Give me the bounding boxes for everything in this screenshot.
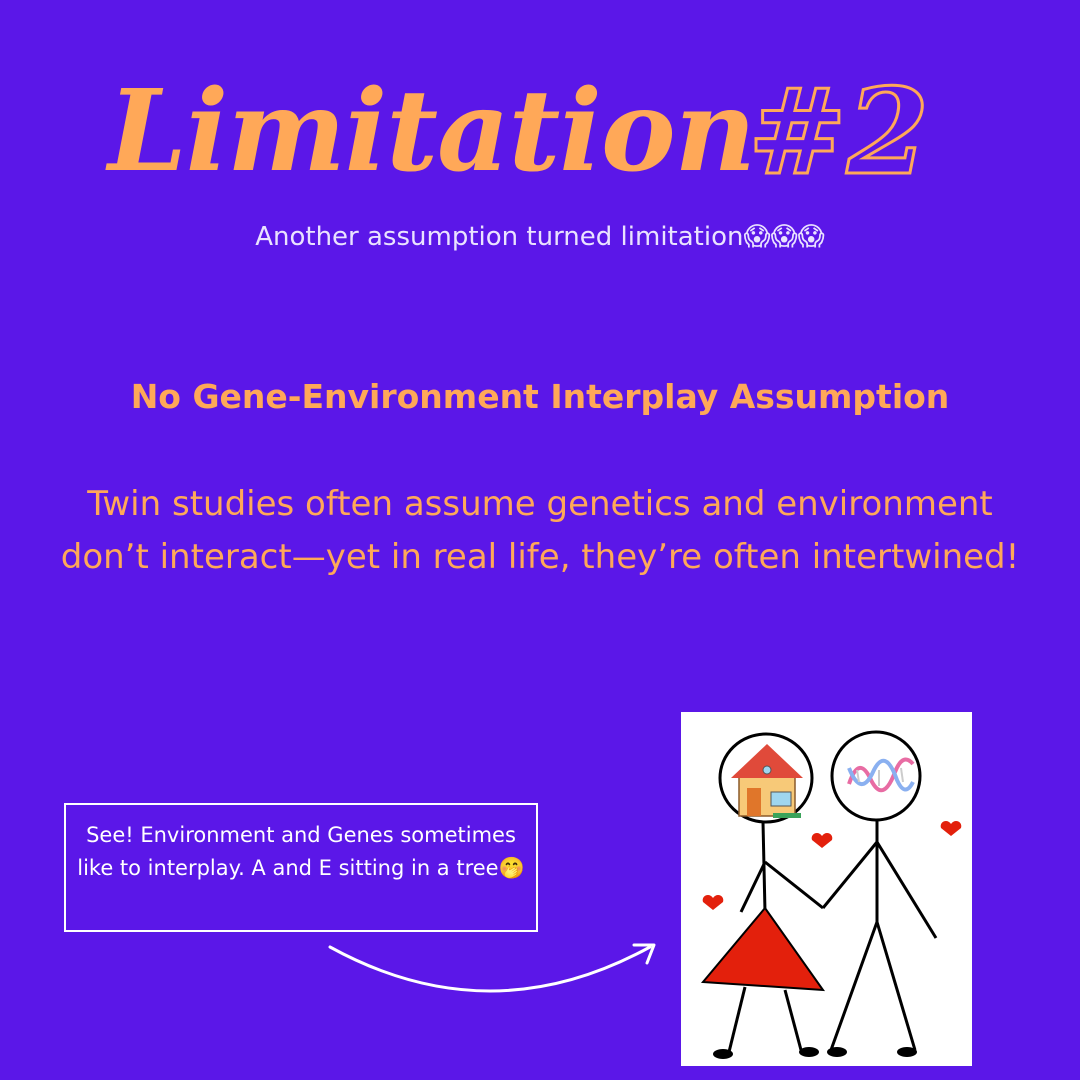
title-number: #2 [747,61,931,203]
callout-box: See! Environment and Genes sometimes lik… [64,803,538,932]
arrow-icon [328,943,656,993]
section-heading: No Gene-Environment Interplay Assumption [130,377,950,416]
heart-icon [702,821,962,910]
house-icon [731,744,803,818]
body-text: Twin studies often assume genetics and e… [60,484,1020,577]
title: Limitation #2 [0,61,1080,203]
dna-icon [847,757,915,793]
title-word: Limitation [108,66,756,197]
stick-figure-illustration [681,712,972,1066]
stick-figure-icon [700,730,962,1059]
subtitle: Another assumption turned limitation😱😱😱 [255,222,825,252]
